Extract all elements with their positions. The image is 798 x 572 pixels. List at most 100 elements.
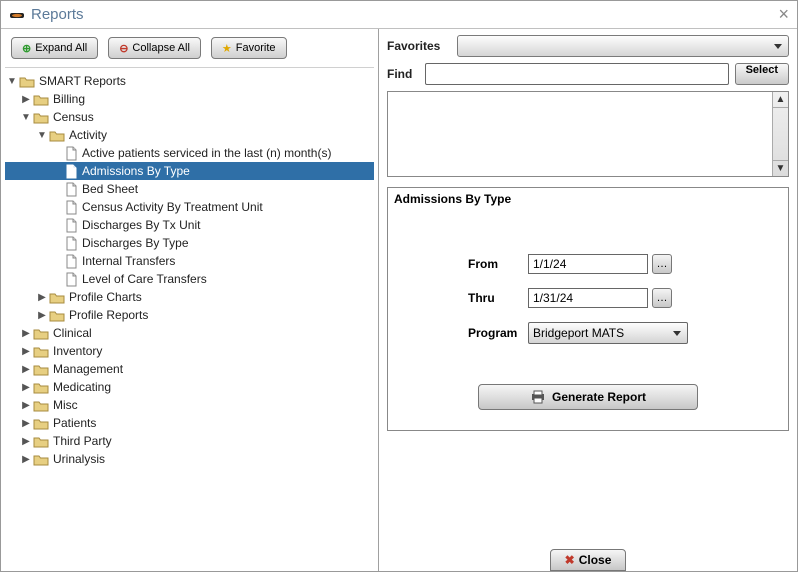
folder-icon [33, 453, 49, 466]
tree-label: Census Activity By Treatment Unit [82, 200, 263, 214]
tree-leaf[interactable]: ▶ Discharges By Type [5, 234, 374, 252]
report-tree[interactable]: ▼ SMART Reports ▶ Billing ▼ Census [5, 67, 374, 468]
expand-icon[interactable]: ▼ [37, 130, 47, 141]
window-title: Reports [31, 6, 84, 23]
folder-icon [33, 93, 49, 106]
find-input[interactable] [425, 63, 729, 85]
expand-all-button[interactable]: ⊕Expand All [11, 37, 98, 59]
scroll-up-icon[interactable]: ▲ [773, 92, 788, 108]
tree-node-third-party[interactable]: ▶ Third Party [5, 432, 374, 450]
expand-icon[interactable]: ▶ [21, 382, 31, 393]
expand-icon[interactable]: ▶ [21, 436, 31, 447]
expand-icon[interactable]: ▶ [21, 418, 31, 429]
find-row: Find Select [387, 63, 789, 85]
generate-report-button[interactable]: Generate Report [478, 384, 698, 410]
tree-node-activity[interactable]: ▼ Activity [5, 126, 374, 144]
tree-node-clinical[interactable]: ▶ Clinical [5, 324, 374, 342]
tree-label: Urinalysis [53, 452, 105, 466]
tree-label: Billing [53, 92, 85, 106]
scroll-down-icon[interactable]: ▼ [773, 160, 788, 176]
tree-leaf[interactable]: ▶ Internal Transfers [5, 252, 374, 270]
tree-label: Bed Sheet [82, 182, 138, 196]
right-pane: Favorites Find Select ▲ ▼ Admissions By … [379, 29, 797, 571]
collapse-all-button[interactable]: ⊖ Collapse All [108, 37, 201, 59]
document-icon [65, 236, 78, 251]
left-pane: ⊕Expand All ⊖ Collapse All ★Favorite ▼ SM… [1, 29, 379, 571]
favorite-button[interactable]: ★Favorite [211, 37, 287, 59]
select-button-label: Select [746, 64, 778, 76]
from-date-input[interactable] [528, 254, 648, 274]
thru-date-input[interactable] [528, 288, 648, 308]
tree-node-profile-charts[interactable]: ▶ Profile Charts [5, 288, 374, 306]
expand-icon[interactable]: ▶ [21, 346, 31, 357]
tree-node-urinalysis[interactable]: ▶ Urinalysis [5, 450, 374, 468]
expand-icon[interactable]: ▶ [21, 454, 31, 465]
expand-icon[interactable]: ▶ [37, 310, 47, 321]
folder-icon [33, 111, 49, 124]
document-icon [65, 218, 78, 233]
expand-icon[interactable]: ▶ [21, 364, 31, 375]
favorites-dropdown[interactable] [457, 35, 789, 57]
expand-icon[interactable]: ▶ [21, 328, 31, 339]
from-label: From [408, 257, 528, 271]
close-button[interactable]: ✖ Close [550, 549, 627, 571]
titlebar: Reports × [1, 1, 797, 29]
find-results-listbox[interactable]: ▲ ▼ [387, 91, 789, 177]
tree-leaf-selected[interactable]: ▶ Admissions By Type [5, 162, 374, 180]
document-icon [65, 272, 78, 287]
tree-leaf[interactable]: ▶ Census Activity By Treatment Unit [5, 198, 374, 216]
tree-leaf[interactable]: ▶ Active patients serviced in the last (… [5, 144, 374, 162]
x-icon: ✖ [565, 553, 575, 567]
tree-label: Management [53, 362, 123, 376]
tree-label: SMART Reports [39, 74, 126, 88]
tree-leaf[interactable]: ▶ Discharges By Tx Unit [5, 216, 374, 234]
tree-leaf[interactable]: ▶ Level of Care Transfers [5, 270, 374, 288]
minus-icon: ⊖ [119, 42, 128, 55]
tree-node-inventory[interactable]: ▶ Inventory [5, 342, 374, 360]
tree-node-root[interactable]: ▼ SMART Reports [5, 72, 374, 90]
folder-icon [33, 417, 49, 430]
folder-icon [33, 327, 49, 340]
tree-label: Inventory [53, 344, 102, 358]
expand-icon[interactable]: ▶ [21, 94, 31, 105]
tree-label: Misc [53, 398, 78, 412]
tree-node-management[interactable]: ▶ Management [5, 360, 374, 378]
scrollbar[interactable]: ▲ ▼ [772, 92, 788, 176]
select-button[interactable]: Select [735, 63, 789, 85]
tree-leaf[interactable]: ▶ Bed Sheet [5, 180, 374, 198]
folder-icon [49, 309, 65, 322]
tree-node-billing[interactable]: ▶ Billing [5, 90, 374, 108]
program-label: Program [408, 326, 528, 340]
tree-label: Clinical [53, 326, 92, 340]
tree-node-misc[interactable]: ▶ Misc [5, 396, 374, 414]
favorites-label: Favorites [387, 39, 457, 53]
app-icon [9, 9, 25, 21]
folder-icon [19, 75, 35, 88]
tree-label: Profile Charts [69, 290, 142, 304]
close-button-host: ✖ Close [379, 549, 797, 571]
collapse-all-label: Collapse All [132, 42, 189, 54]
tree-label: Third Party [53, 434, 112, 448]
program-dropdown[interactable]: Bridgeport MATS [528, 322, 688, 344]
expand-icon[interactable]: ▶ [37, 292, 47, 303]
tree-node-patients[interactable]: ▶ Patients [5, 414, 374, 432]
close-icon[interactable]: × [778, 4, 789, 25]
expand-icon[interactable]: ▼ [7, 76, 17, 87]
tree-label: Census [53, 110, 94, 124]
close-button-label: Close [579, 553, 612, 567]
reports-window: Reports × ⊕Expand All ⊖ Collapse All ★Fav… [0, 0, 798, 572]
expand-icon[interactable]: ▼ [21, 112, 31, 123]
tree-label: Level of Care Transfers [82, 272, 207, 286]
tree-label: Admissions By Type [82, 164, 190, 178]
tree-node-medicating[interactable]: ▶ Medicating [5, 378, 374, 396]
from-date-picker-button[interactable]: … [652, 254, 672, 274]
tree-label: Active patients serviced in the last (n)… [82, 146, 331, 160]
expand-icon[interactable]: ▶ [21, 400, 31, 411]
thru-label: Thru [408, 291, 528, 305]
thru-date-picker-button[interactable]: … [652, 288, 672, 308]
tree-node-census[interactable]: ▼ Census [5, 108, 374, 126]
find-label: Find [387, 67, 425, 81]
tree-node-profile-reports[interactable]: ▶ Profile Reports [5, 306, 374, 324]
tree-label: Internal Transfers [82, 254, 175, 268]
tree-label: Medicating [53, 380, 111, 394]
